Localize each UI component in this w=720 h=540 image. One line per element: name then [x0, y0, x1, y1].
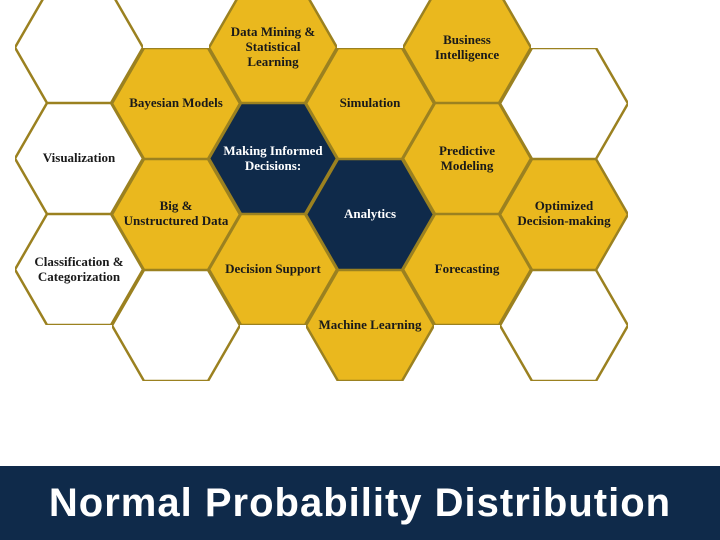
hexagon-icon: [500, 270, 628, 381]
hex-cell: [112, 270, 240, 381]
hex-label: Making Informed Decisions:: [209, 144, 337, 174]
hex-cell: [500, 270, 628, 381]
hex-label: Business Intelligence: [403, 33, 531, 63]
hex-label: Predictive Modeling: [403, 144, 531, 174]
hex-label: Bayesian Models: [119, 96, 233, 111]
hex-label: Visualization: [33, 151, 125, 166]
hex-label: Optimized Decision-making: [500, 199, 628, 229]
hex-label: Classification & Categorization: [15, 255, 143, 285]
hex-label: Forecasting: [425, 262, 510, 277]
hex-label: Data Mining & Statistical Learning: [209, 25, 337, 70]
hex-label: Big & Unstructured Data: [112, 199, 240, 229]
hex-cell: Machine Learning: [306, 270, 434, 381]
hex-label: Analytics: [334, 207, 406, 222]
hex-label: Simulation: [330, 96, 411, 111]
hex-label: Machine Learning: [309, 318, 432, 333]
hexagon-icon: [112, 270, 240, 381]
page-title: Normal Probability Distribution: [49, 481, 671, 526]
hex-label: Decision Support: [215, 262, 331, 277]
title-bar: Normal Probability Distribution: [0, 466, 720, 540]
diagram-canvas: Data Mining & Statistical Learning Busine…: [0, 0, 720, 540]
